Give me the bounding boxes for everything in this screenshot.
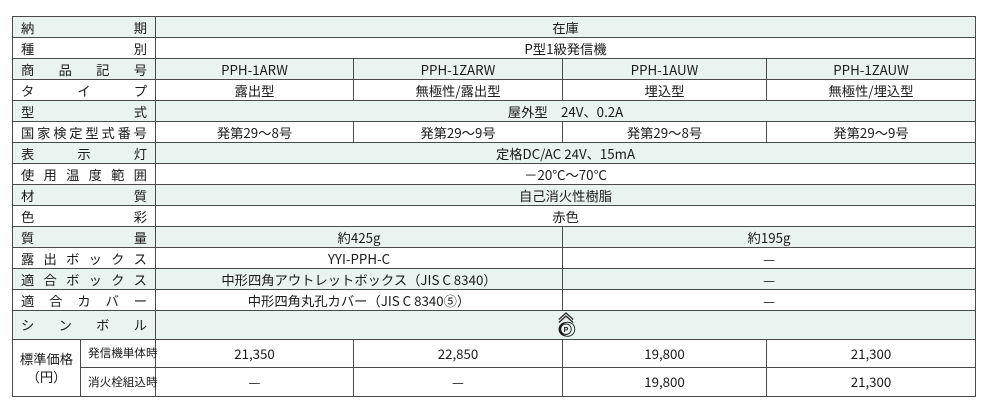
svg-text:P: P <box>563 326 568 334</box>
